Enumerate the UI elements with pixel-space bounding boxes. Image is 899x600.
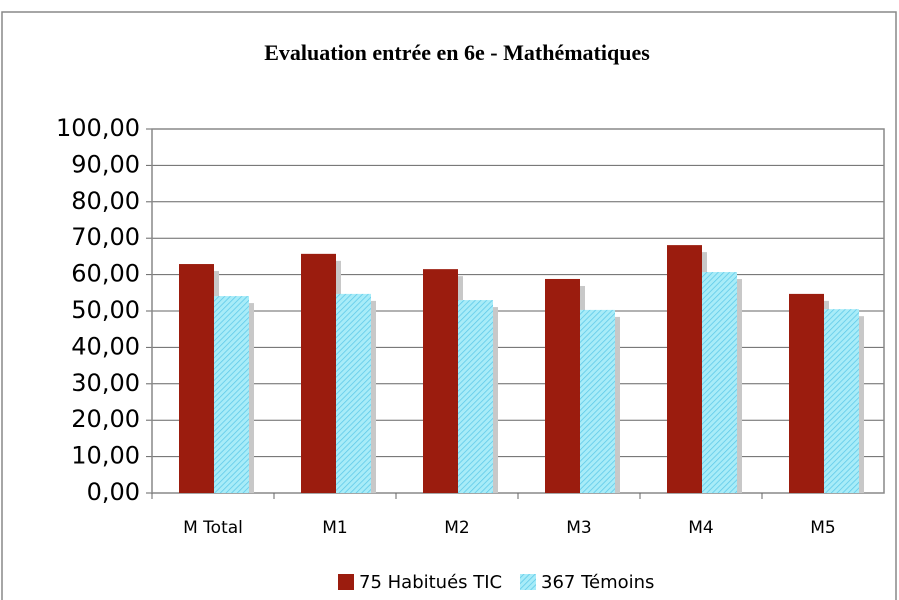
bar [301, 253, 336, 493]
legend-label: 367 Témoins [541, 572, 654, 593]
bar [702, 272, 737, 493]
y-tick-label: 50,00 [71, 296, 140, 324]
frame [1, 11, 897, 600]
bar [545, 278, 580, 493]
x-tick-label: M2 [444, 518, 469, 538]
y-tick-label: 40,00 [71, 332, 140, 360]
y-tick-label: 100,00 [56, 114, 140, 142]
y-tick-label: 60,00 [71, 260, 140, 288]
bar [179, 264, 214, 493]
bar [336, 293, 371, 493]
y-tick-label: 20,00 [71, 405, 140, 433]
bar [824, 309, 859, 493]
legend-swatch [520, 574, 536, 590]
x-tick-label: M4 [688, 518, 713, 538]
legend-label: 75 Habitués TIC [359, 572, 502, 593]
x-tick-label: M3 [566, 518, 591, 538]
bar [214, 296, 249, 493]
y-tick-label: 0,00 [87, 478, 140, 506]
bar [789, 293, 824, 493]
chart-title: Evaluation entrée en 6e - Mathématiques [264, 40, 650, 65]
bar [580, 309, 615, 493]
x-tick-label: M5 [810, 518, 835, 538]
x-tick-label: M Total [183, 518, 243, 538]
bar [423, 269, 458, 493]
y-tick-label: 30,00 [71, 369, 140, 397]
legend-swatch [338, 574, 354, 590]
bar [458, 300, 493, 493]
y-tick-label: 90,00 [71, 150, 140, 178]
y-tick-label: 10,00 [71, 442, 140, 470]
y-tick-label: 70,00 [71, 223, 140, 251]
y-tick-label: 80,00 [71, 187, 140, 215]
bar [667, 245, 702, 493]
x-tick-label: M1 [322, 518, 347, 538]
